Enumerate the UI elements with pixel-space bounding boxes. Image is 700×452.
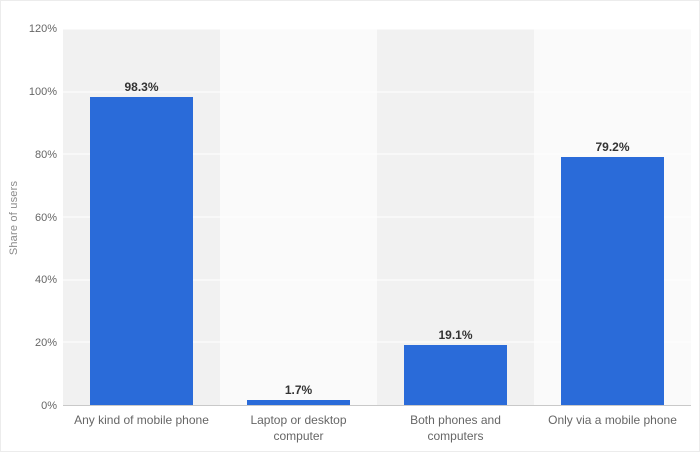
y-tick-label: 60% [34,211,57,224]
y-tick-label: 120% [28,23,57,35]
bar[interactable] [89,97,194,405]
x-axis-labels: Any kind of mobile phone Laptop or deskto… [63,413,691,444]
gridlines [63,28,691,405]
bar[interactable] [246,399,351,405]
y-tick-label: 40% [34,274,57,287]
bar-column: 19.1% [377,29,534,405]
gridline [63,216,691,218]
y-tick-label: 0% [41,400,57,412]
y-tick-label: 80% [34,148,57,161]
y-tick-label: 20% [34,337,57,350]
x-axis-label: Any kind of mobile phone [74,413,209,427]
bar-column: 98.3% [63,29,220,405]
gridline [63,279,691,281]
y-tick-label: 100% [28,85,57,98]
gridline [63,153,691,155]
bar-value-label: 98.3% [124,80,159,94]
bar-value-label: 79.2% [595,139,630,154]
bar[interactable] [560,156,665,405]
x-axis-label: Only via a mobile phone [548,413,677,427]
x-axis-label: Laptop or desktop computer [250,413,347,443]
gridline [63,341,691,343]
bar[interactable] [403,345,508,405]
y-axis-title: Share of users [8,180,20,255]
bar-value-label: 19.1% [438,328,473,343]
gridline [63,91,691,93]
bar-column: 1.7% [220,29,377,405]
x-axis-label: Both phones and computers [410,413,501,443]
bars: 98.3% 1.7% 19.1% 79.2% [63,29,691,405]
plot-area: 98.3% 1.7% 19.1% 79.2% [63,28,691,406]
bar-column: 79.2% [534,29,691,405]
bar-value-label: 1.7% [284,382,313,397]
y-axis-ticks: 0% 20% 40% 60% 80% 100% 120% [21,23,57,412]
gridline [63,28,691,30]
